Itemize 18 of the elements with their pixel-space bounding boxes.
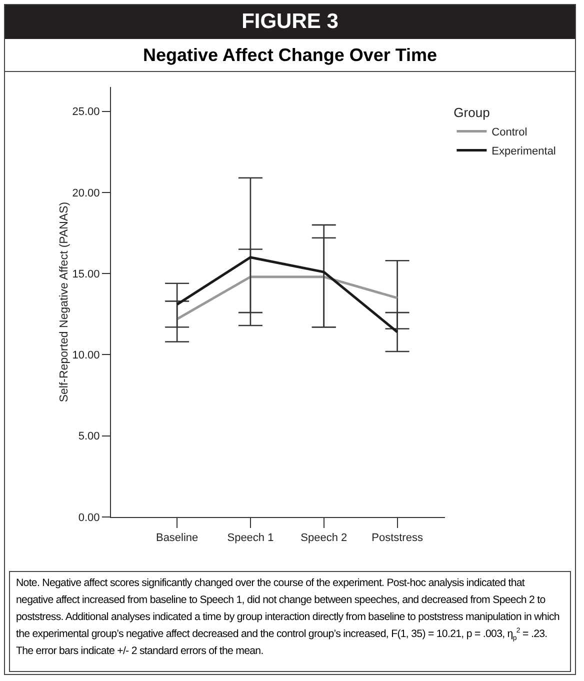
x-tick-label: Speech 2	[300, 532, 348, 544]
chart-subtitle: Negative Affect Change Over Time	[5, 39, 575, 72]
y-axis-title: Self-Reported Negative Affect (PANAS)	[58, 202, 70, 402]
text: Note. Negative affect scores significantly changed over the course of the experiment. Post-hoc analysis indicated that negative affect increased from baseline to Speech 1, did not change between speeches, and decreased from Speech 2 to poststress. Additional analyses indicated a time by group interaction directly from baseline to poststress manipulation in which the experimental group’s negative affect decreased and the control group’s increased, F(1, 35) = 10.21, p = .003, η$_{p}$$^{2}$ = .23. The error bars indicate +/- 2 standard errors of the mean.	[16, 577, 560, 657]
y-tick-label: 10.00	[72, 350, 100, 362]
x-tick-label: Poststress	[372, 532, 424, 544]
line-series	[176, 256, 399, 334]
y-tick-label: 5.00	[78, 430, 100, 443]
x-tick-label: Baseline	[156, 532, 198, 544]
y-tick-label: 0.00	[78, 512, 100, 524]
chart-title: FIGURE 3	[5, 5, 575, 39]
y-tick-label: 20.00	[72, 187, 100, 200]
legend-label: Experimental	[492, 146, 556, 158]
y-tick-label: 15.00	[72, 268, 100, 280]
x-tick-label: Speech 1	[227, 532, 274, 544]
y-tick-label: 25.00	[72, 106, 100, 118]
legend-label: Control	[492, 126, 528, 139]
legend-title: Group	[454, 104, 490, 120]
